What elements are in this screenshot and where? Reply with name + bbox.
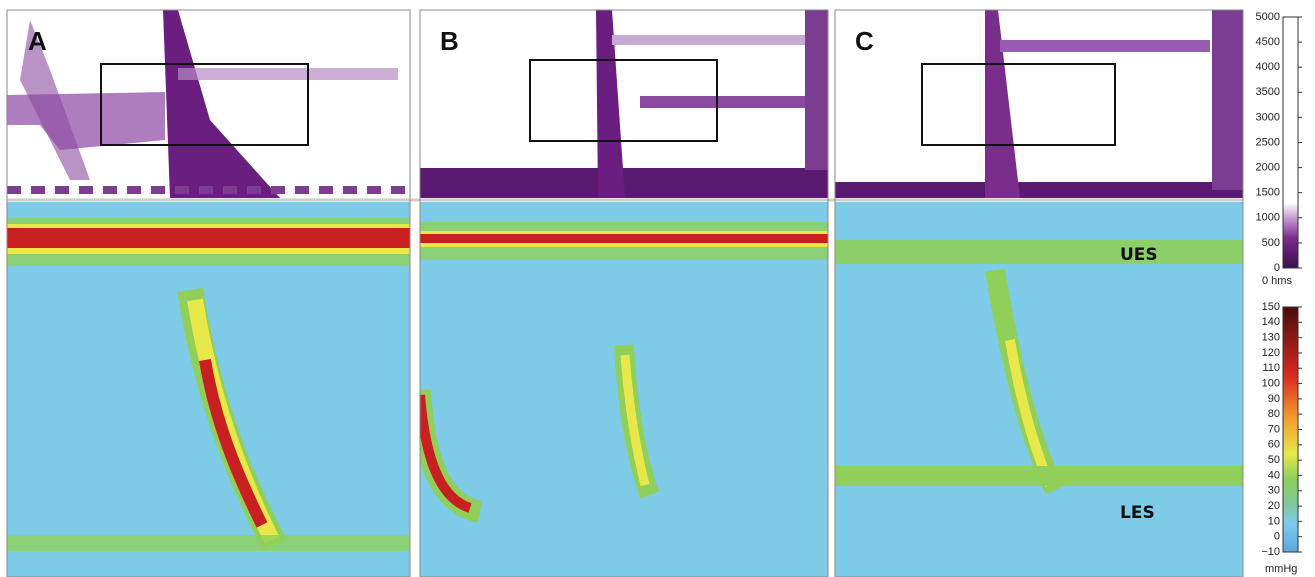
tick-label: 70 xyxy=(1268,423,1280,435)
tick-label: 50 xyxy=(1268,454,1280,466)
annotation: UES xyxy=(1120,245,1158,265)
impedance-colorbar xyxy=(1283,17,1298,268)
annotation: LES xyxy=(1120,503,1155,523)
tick-label: 1500 xyxy=(1256,187,1280,199)
impedance-band xyxy=(1000,40,1210,52)
panel-label: A xyxy=(28,26,47,56)
panel-c xyxy=(835,10,1243,577)
impedance-band xyxy=(178,68,398,80)
pressure-band xyxy=(420,234,828,243)
tick-label: 80 xyxy=(1268,408,1280,420)
impedance-area xyxy=(835,10,1243,200)
panel-label: B xyxy=(440,26,459,56)
tick-label: 500 xyxy=(1262,237,1280,249)
pressure-band xyxy=(835,466,1243,486)
tick-label: 4500 xyxy=(1256,36,1280,48)
figure: A B C UES LES 0 hms mmHg 050010001500200… xyxy=(0,0,1315,577)
impedance-band xyxy=(835,182,1243,198)
pressure-colorbar xyxy=(1283,307,1298,552)
impedance-band xyxy=(1212,10,1243,190)
tick-label: −10 xyxy=(1261,546,1280,558)
tick-label: 3000 xyxy=(1256,111,1280,123)
tick-label: 130 xyxy=(1262,332,1280,344)
tick-label: 5000 xyxy=(1256,11,1280,23)
pressure-band xyxy=(7,228,410,248)
tick-label: 3500 xyxy=(1256,86,1280,98)
tick-label: 60 xyxy=(1268,439,1280,451)
tick-label: 10 xyxy=(1268,515,1280,527)
tick-label: 2000 xyxy=(1256,162,1280,174)
impedance-band xyxy=(640,96,810,108)
impedance-band xyxy=(612,35,812,45)
tick-label: 120 xyxy=(1262,347,1280,359)
tick-label: 150 xyxy=(1262,301,1280,313)
tick-label: 110 xyxy=(1262,362,1280,374)
tick-label: 140 xyxy=(1262,316,1280,328)
tick-label: 20 xyxy=(1268,500,1280,512)
tick-label: 100 xyxy=(1262,377,1280,389)
panel-b xyxy=(420,10,828,577)
panel-a xyxy=(7,10,410,577)
panel-label: C xyxy=(855,26,874,56)
tick-label: 2500 xyxy=(1256,136,1280,148)
pressure-band xyxy=(7,535,410,551)
tick-label: 4000 xyxy=(1256,61,1280,73)
impedance-band xyxy=(805,10,828,170)
tick-label: 30 xyxy=(1268,485,1280,497)
pressure-band xyxy=(835,240,1243,264)
unit-label: mmHg xyxy=(1265,563,1297,575)
unit-label: 0 hms xyxy=(1262,275,1292,287)
tick-label: 0 xyxy=(1274,262,1280,274)
tick-label: 40 xyxy=(1268,469,1280,481)
tick-label: 1000 xyxy=(1256,212,1280,224)
tick-label: 0 xyxy=(1274,531,1280,543)
tick-label: 90 xyxy=(1268,393,1280,405)
